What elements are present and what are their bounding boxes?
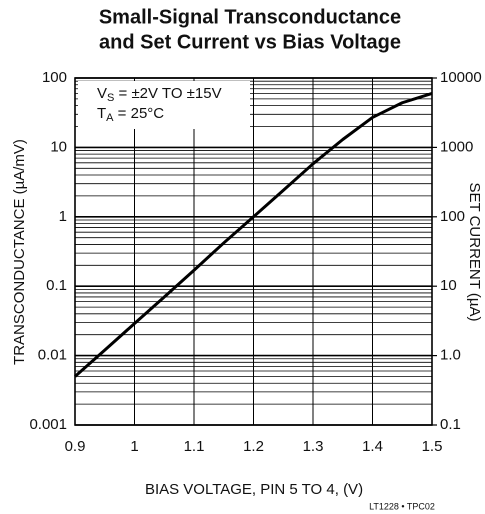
x-tick-label: 0.9 xyxy=(65,438,86,455)
y2-tick-label: 10000 xyxy=(440,69,482,86)
y-tick-label: 1 xyxy=(59,208,67,225)
annotation-subscript: S xyxy=(107,92,114,104)
x-tick-label: 1.1 xyxy=(184,438,205,455)
chart-title: and Set Current vs Bias Voltage xyxy=(99,31,401,53)
x-tick-label: 1.5 xyxy=(422,438,443,455)
footnote: LT1228 • TPC02 xyxy=(369,501,435,511)
chart-title: Small-Signal Transconductance xyxy=(99,6,401,28)
y2-tick-label: 100 xyxy=(440,208,465,225)
y2-tick-label: 1.0 xyxy=(440,347,461,364)
y2-tick-label: 1000 xyxy=(440,138,473,155)
x-tick-label: 1.3 xyxy=(303,438,324,455)
annotation-text: = ±2V TO ±15V xyxy=(114,85,221,102)
annotation-subscript: A xyxy=(106,112,114,124)
line-series xyxy=(74,91,433,378)
y2-axis-label: SET CURRENT (µA) xyxy=(466,183,483,322)
y-axis-label: TRANSCONDUCTANCE (µA/mV) xyxy=(11,139,28,365)
plot-frame xyxy=(74,77,433,426)
x-tick-label: 1.2 xyxy=(243,438,264,455)
y-tick-label: 100 xyxy=(42,69,67,86)
y-tick-label: 10 xyxy=(50,138,67,155)
x-tick-label: 1.4 xyxy=(362,438,383,455)
x-axis-label: BIAS VOLTAGE, PIN 5 TO 4, (V) xyxy=(145,481,363,498)
annotation: VS = ±2V TO ±15V xyxy=(97,85,222,104)
annotation: TA = 25°C xyxy=(97,105,164,124)
y2-tick-label: 0.1 xyxy=(440,416,461,433)
y2-tick-label: 10 xyxy=(440,277,457,294)
y-tick-label: 0.01 xyxy=(38,347,67,364)
y-tick-label: 0.1 xyxy=(46,277,67,294)
annotation-text: V xyxy=(97,85,107,102)
y-tick-label: 0.001 xyxy=(29,416,67,433)
x-tick-label: 1 xyxy=(130,438,138,455)
annotation-text: T xyxy=(97,105,106,122)
annotation-box xyxy=(78,81,250,129)
annotation-text: = 25°C xyxy=(114,105,165,122)
